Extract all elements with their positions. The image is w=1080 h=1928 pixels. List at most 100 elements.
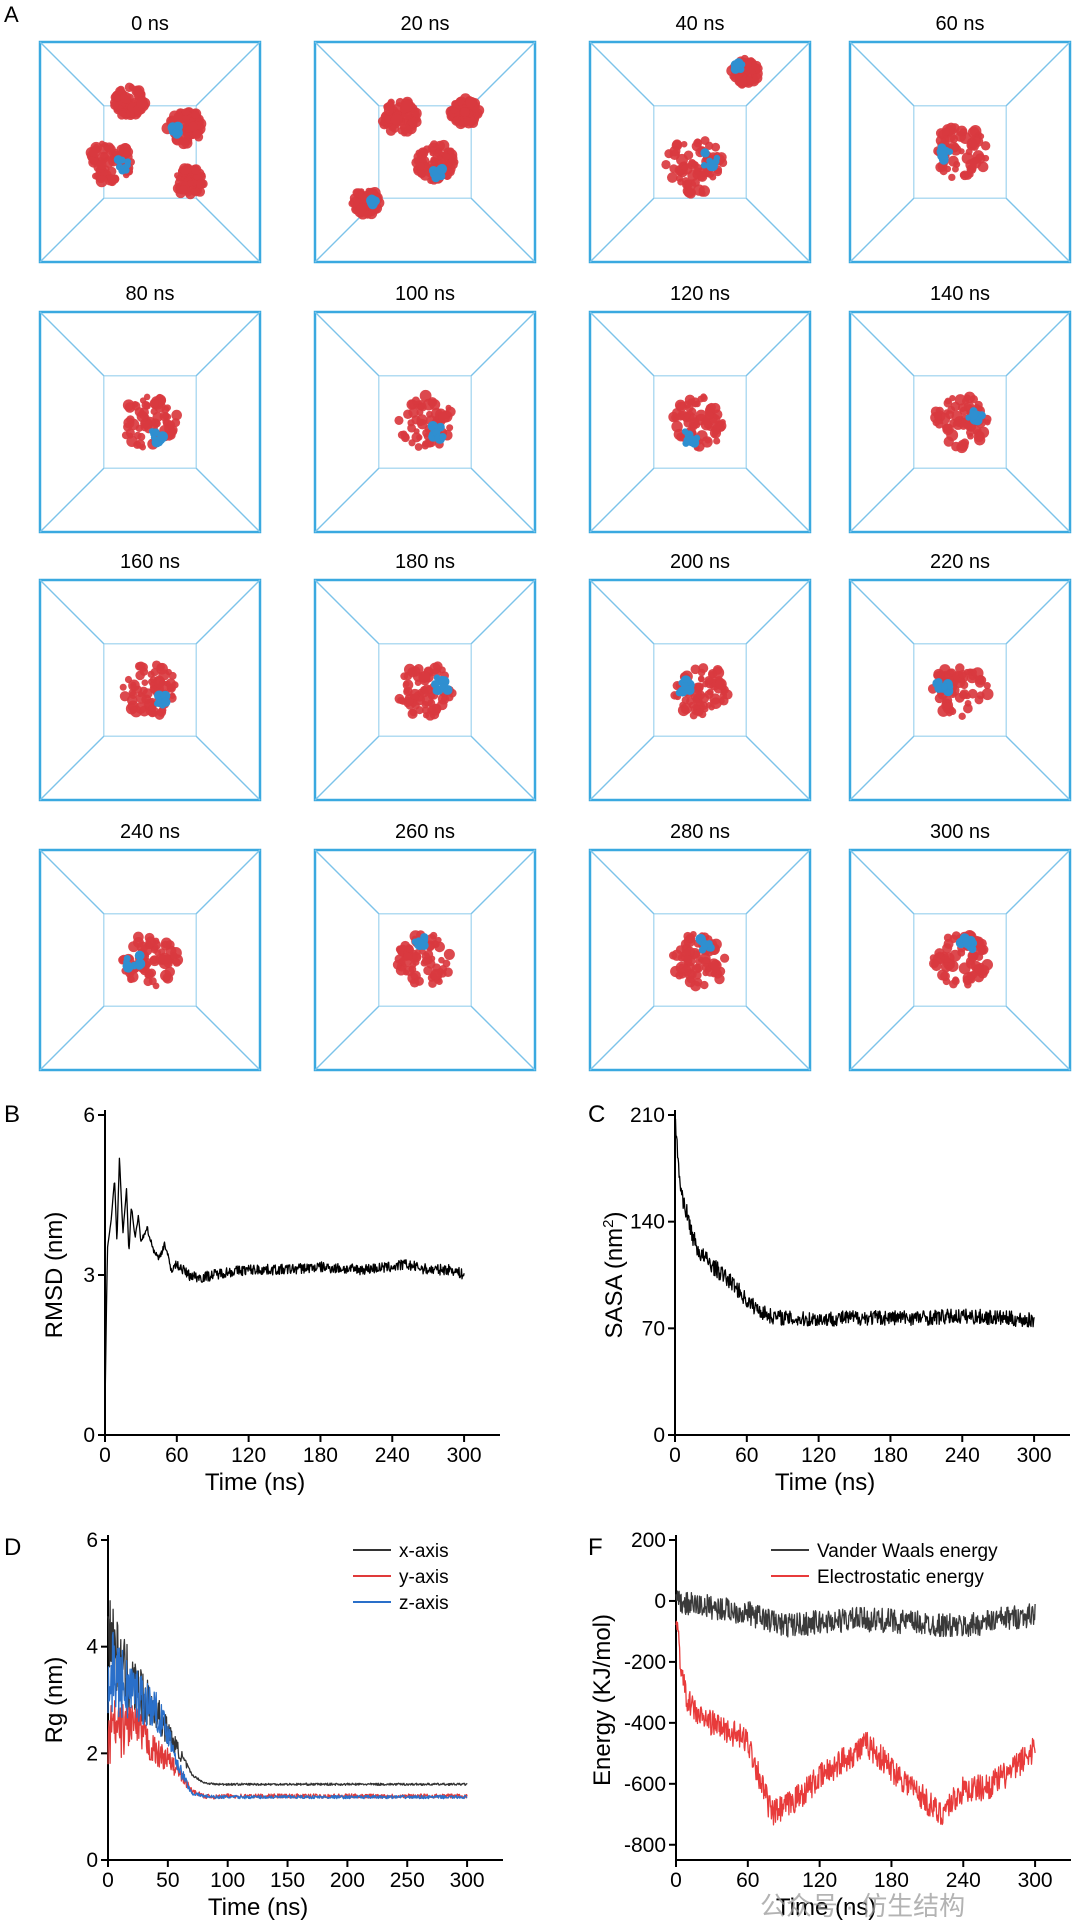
- protein-atom: [383, 105, 394, 116]
- protein-atom: [419, 169, 432, 181]
- x-tick-label: 0: [99, 1444, 111, 1467]
- protein-atom: [959, 690, 968, 700]
- protein-atom: [114, 94, 121, 102]
- protein-atom: [743, 60, 752, 69]
- protein-atom: [442, 959, 451, 968]
- y-axis-title: RMSD (nm): [41, 1212, 68, 1339]
- snapshot-0: 0 ns: [38, 13, 262, 264]
- ligand-atom: [432, 686, 442, 695]
- ligand-atom: [433, 674, 441, 681]
- protein-atom: [967, 951, 978, 962]
- y-tick-label: 0: [86, 1849, 98, 1872]
- protein-atom: [438, 139, 450, 152]
- sim-box-edge: [849, 735, 915, 801]
- protein-atom: [446, 424, 454, 432]
- protein-atom: [406, 945, 414, 954]
- protein-atom: [661, 159, 671, 170]
- protein-atom: [429, 150, 436, 157]
- sim-box-outer: [848, 848, 1072, 1072]
- sim-box-edge: [195, 197, 261, 263]
- protein-atom: [169, 427, 178, 436]
- protein-atom: [693, 184, 705, 196]
- protein-atom: [675, 961, 688, 974]
- protein-atom: [969, 156, 982, 169]
- x-tick-label: 180: [874, 1869, 909, 1892]
- protein-atom: [363, 210, 372, 219]
- protein-atom: [966, 168, 973, 175]
- sim-box-edge: [470, 579, 536, 645]
- protein-atom: [430, 968, 442, 980]
- protein-atom: [452, 116, 460, 124]
- sim-box-edge: [470, 735, 536, 801]
- legend-label: x-axis: [399, 1541, 449, 1562]
- protein-atom: [975, 431, 985, 441]
- protein-atom: [930, 959, 939, 968]
- protein-atom: [983, 682, 991, 690]
- ligand-atom: [969, 410, 979, 420]
- ligand-atom: [935, 685, 943, 693]
- protein-atom: [683, 931, 693, 941]
- sim-box-edge: [470, 311, 536, 377]
- protein-atom: [704, 437, 711, 444]
- sim-box-inner: [653, 643, 747, 737]
- protein-atom: [690, 980, 701, 992]
- y-tick-label: 70: [642, 1317, 665, 1340]
- ligand-atom: [706, 160, 718, 172]
- x-tick-label: 250: [390, 1869, 425, 1892]
- protein-atom: [129, 705, 138, 714]
- protein-atom: [136, 692, 147, 704]
- sim-box-inner: [103, 913, 197, 1007]
- protein-atom: [676, 413, 685, 421]
- protein-atom: [974, 400, 983, 410]
- protein-atom: [958, 669, 967, 679]
- protein-atom: [164, 680, 171, 687]
- sim-box-edge: [589, 849, 655, 915]
- ligand-atom: [436, 164, 447, 175]
- series-line-vander-waals-energy: [675, 1590, 1036, 1638]
- sim-box-edge: [1005, 197, 1071, 263]
- protein-atom: [427, 705, 437, 715]
- sim-box-outer: [38, 578, 262, 802]
- sim-box-edge: [314, 579, 380, 645]
- protein-atom: [152, 660, 162, 670]
- snapshot-time-label: 180 ns: [395, 551, 455, 573]
- snapshot-15: 300 ns: [848, 821, 1072, 1072]
- protein-atom: [948, 707, 957, 716]
- protein-atom: [143, 977, 153, 987]
- protein-atom: [429, 931, 438, 940]
- protein-atom: [96, 159, 107, 170]
- protein-atom: [408, 965, 417, 974]
- protein-atom: [128, 679, 140, 692]
- sim-box-outer: [848, 40, 1072, 264]
- chart-C: C 0 60 120 180 240 300 0 70 140 210 Time (ns) SASA (…: [588, 1101, 1070, 1496]
- sim-box-edge: [849, 1005, 915, 1071]
- ligand-atom: [733, 58, 744, 69]
- series-line-rmsd: [104, 1157, 465, 1409]
- sim-box-edge: [470, 197, 536, 263]
- protein-atom: [688, 701, 696, 709]
- protein-atom: [158, 952, 171, 964]
- protein-atom: [147, 968, 157, 978]
- x-axis-title: Time (ns): [776, 1894, 876, 1921]
- x-tick-label: 50: [156, 1869, 179, 1892]
- ligand-atom: [428, 166, 439, 176]
- sim-box-edge: [39, 1005, 105, 1071]
- protein-atom: [706, 688, 714, 696]
- protein-atom: [709, 173, 717, 181]
- protein-atom: [935, 420, 944, 429]
- chart-B: B 0 60 120 180 240 300 0 3 6 Time (ns) RMSD (nm): [4, 1101, 500, 1496]
- legend-label: y-axis: [399, 1567, 449, 1588]
- y-tick-label: 0: [653, 1424, 665, 1447]
- ligand-atom: [684, 685, 695, 696]
- panel-label: F: [588, 1534, 603, 1561]
- protein-atom: [686, 975, 695, 984]
- series-line-electrostatic-energy: [675, 1620, 1036, 1826]
- protein-atom: [95, 175, 108, 188]
- protein-atom: [193, 173, 202, 182]
- y-tick-label: -400: [624, 1712, 666, 1735]
- ligand-atom: [705, 940, 713, 948]
- ligand-atom: [438, 432, 447, 441]
- x-tick-label: 0: [670, 1869, 682, 1892]
- protein-atom: [411, 396, 421, 405]
- y-tick-label: 6: [86, 1529, 98, 1552]
